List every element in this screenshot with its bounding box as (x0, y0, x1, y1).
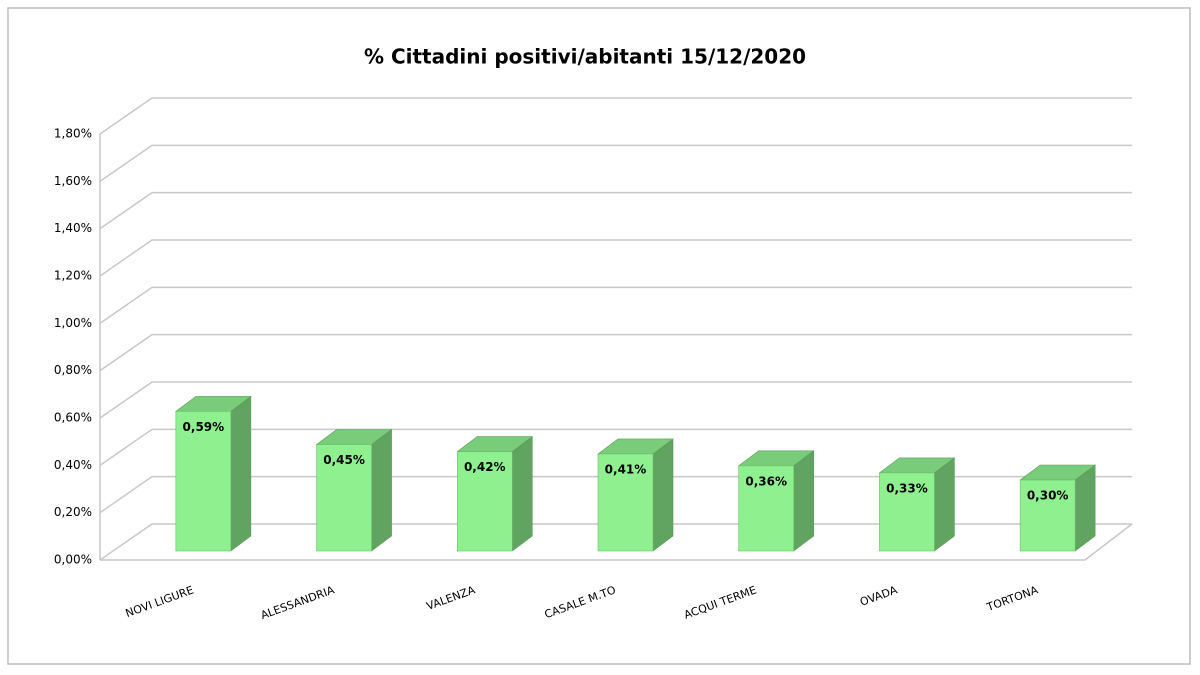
value-label: 0,59% (183, 420, 225, 434)
grid-line (99, 381, 1132, 419)
floor-edge (1084, 523, 1133, 561)
y-tick-label: 0,80% (54, 363, 92, 377)
value-label: 0,45% (323, 453, 365, 467)
grid-line (99, 97, 1132, 135)
value-label: 0,41% (605, 462, 647, 476)
y-tick-label: 0,00% (54, 553, 92, 567)
y-tick-label: 1,00% (54, 316, 92, 330)
bar-side (371, 428, 392, 552)
y-tick-label: 1,40% (54, 221, 92, 235)
bar (597, 453, 654, 552)
bar-side (793, 450, 815, 552)
y-tick-label: 1,60% (54, 174, 92, 188)
bar-side (652, 438, 674, 552)
grid-line (99, 191, 1132, 230)
y-tick-label: 1,20% (54, 269, 92, 283)
value-label: 0,33% (886, 481, 928, 495)
bar (456, 451, 513, 552)
grid-line (99, 286, 1132, 324)
bar-side (511, 436, 533, 552)
bar (316, 444, 372, 552)
grid-line (99, 239, 1132, 277)
y-tick-label: 0,40% (54, 458, 92, 472)
bar-side (934, 457, 955, 552)
grid-line (99, 333, 1132, 372)
grid-line (99, 428, 1132, 466)
bar (879, 472, 935, 552)
chart-title: % Cittadini positivi/abitanti 15/12/2020 (364, 45, 806, 69)
chart-border (7, 7, 1191, 665)
y-tick-label: 1,80% (54, 127, 92, 141)
value-label: 0,42% (464, 460, 506, 474)
y-tick-label: 0,20% (54, 505, 92, 519)
grid-line (99, 144, 1132, 182)
bar (1019, 479, 1076, 552)
bar (175, 411, 232, 552)
value-label: 0,36% (745, 474, 787, 488)
bar-side (230, 395, 252, 552)
bar (738, 465, 795, 552)
value-label: 0,30% (1027, 489, 1069, 503)
y-tick-label: 0,60% (54, 411, 92, 425)
